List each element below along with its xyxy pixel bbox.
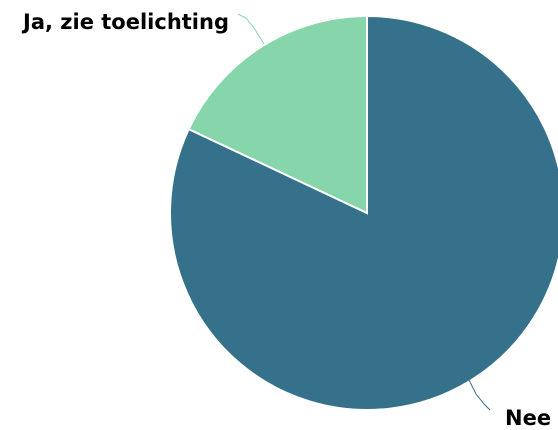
pie-slice-1[interactable] (187, 14, 368, 215)
connector-line-0 (467, 377, 491, 411)
connector-line-1 (237, 13, 265, 45)
slice-label-0: Nee (505, 406, 551, 430)
pie-slice-0[interactable] (169, 14, 558, 411)
slice-label-1: Ja, zie toelichting (21, 10, 229, 34)
